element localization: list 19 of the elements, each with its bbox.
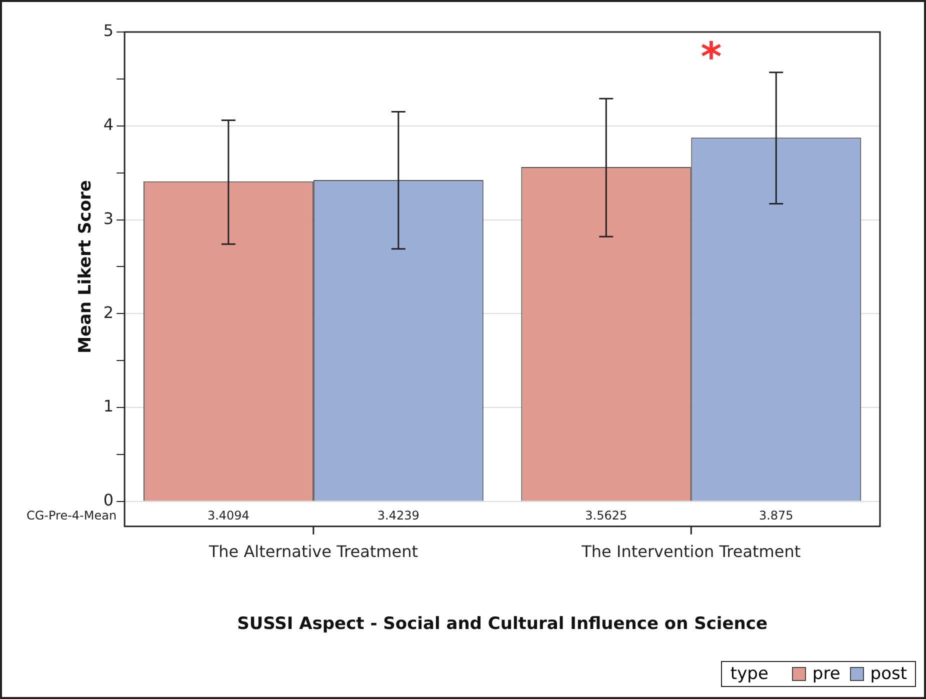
legend-label: post [869,664,907,684]
data-label: 3.875 [758,508,794,523]
y-axis-title: Mean Likert Score [76,180,96,354]
legend-label: pre [811,664,840,684]
text: CG-Pre-4-Mean [26,508,117,523]
data-label: 3.5625 [585,508,628,523]
data-label: 3.4239 [377,508,420,523]
y-tick-label: 4 [103,115,114,134]
x-tick-label: The Intervention Treatment [580,542,801,562]
data-label: 3.4094 [207,508,250,523]
y-tick-label: 0 [103,490,114,510]
y-tick-label: 3 [103,208,114,228]
y-tick-label: 5 [103,21,114,40]
y-tick-label: 2 [103,302,114,322]
x-axis-title: SUSSI Aspect - Social and Cultural Influence on Science [237,614,768,634]
legend-title: type [730,664,768,684]
y-tick-label: 1 [103,396,114,416]
x-tick-label: The Alternative Treatment [208,542,418,562]
annotation: * [700,34,722,80]
